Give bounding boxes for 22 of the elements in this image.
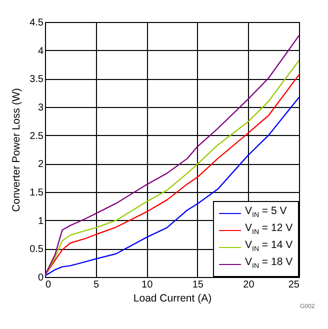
y-tick-label: 2 — [38, 159, 44, 170]
y-tick-label: 2.5 — [30, 130, 44, 142]
x-tick-label: 25 — [288, 280, 300, 290]
y-tick-label: 1 — [38, 216, 44, 227]
y-tick-label: 0 — [38, 272, 44, 284]
legend-label: V$_{IN}$ = 5 V — [245, 205, 287, 222]
y-tick-label: 4 — [38, 46, 44, 57]
y-tick-label: 3.5 — [30, 74, 44, 86]
x-axis-title: Load Current (A) — [133, 292, 212, 304]
legend-label: V$_{IN}$ = 12 V — [245, 222, 293, 238]
x-tick-label: 15 — [192, 280, 204, 290]
y-tick-label: 3 — [38, 102, 44, 114]
x-tick-label: 0 — [46, 280, 52, 290]
x-tick-label: 20 — [243, 280, 255, 290]
y-tick-label: 4.5 — [30, 18, 44, 28]
y-axis-title: Converter Power Loss (W) — [10, 88, 23, 212]
x-tick-label: 10 — [142, 280, 154, 290]
y-tick-label: 0.5 — [30, 244, 44, 256]
x-tick-label: 5 — [94, 280, 100, 290]
legend-label: V$_{IN}$ = 18 V — [245, 256, 293, 272]
legend-label: V$_{IN}$ = 14 V — [245, 239, 293, 256]
y-tick-label: 1.5 — [30, 188, 44, 198]
